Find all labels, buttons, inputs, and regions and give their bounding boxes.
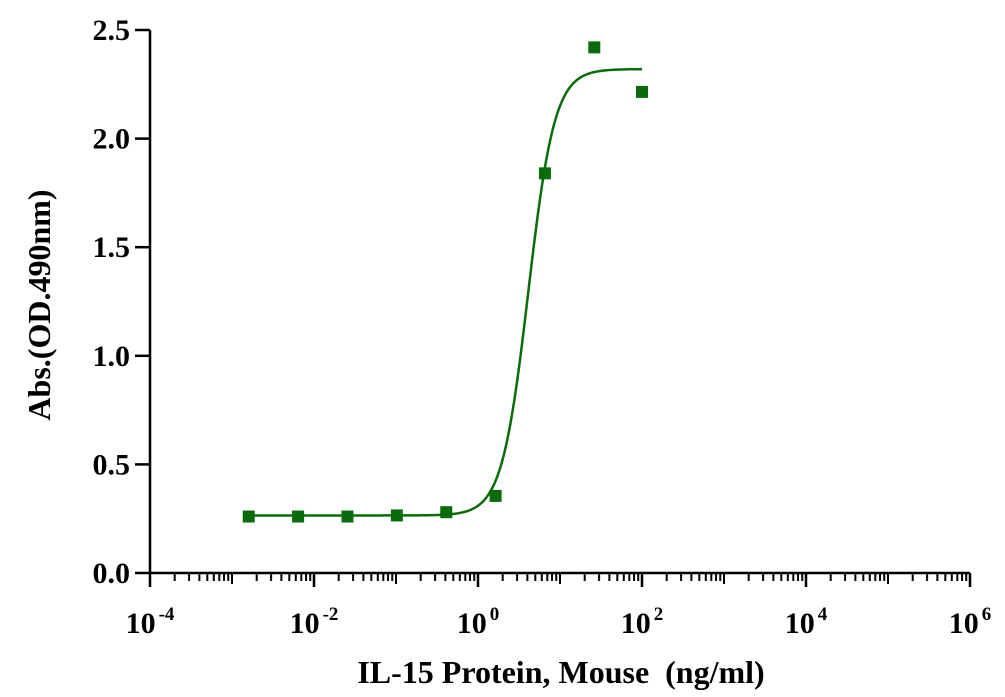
x-axis: 10 -4 10 -2 10 0 10 2 10 4 10 6	[126, 571, 992, 640]
data-point	[292, 510, 305, 523]
x-tick-base: 10	[785, 607, 815, 640]
x-tick-exponent: -2	[323, 604, 339, 625]
data-point	[588, 41, 601, 54]
y-axis: 0.0 0.5 1.0 1.5 2.0 2.5	[93, 14, 152, 590]
x-tick-base: 10	[621, 607, 651, 640]
x-tick-exponent: 0	[490, 604, 500, 625]
x-tick-exponent: -4	[159, 604, 175, 625]
x-tick-base: 10	[126, 607, 156, 640]
y-tick-label: 0.5	[93, 448, 131, 481]
data-point	[440, 506, 453, 519]
x-tick-label: 10 6	[949, 604, 992, 640]
plot-area	[242, 41, 648, 523]
x-axis-title: IL-15 Protein, Mouse (ng/ml)	[357, 654, 764, 690]
x-tick-exponent: 6	[982, 604, 992, 625]
y-tick-label: 1.0	[93, 340, 131, 373]
data-point	[636, 85, 648, 98]
x-tick-label: 10 0	[457, 604, 500, 640]
x-tick-label: 10 4	[785, 604, 828, 640]
data-point	[489, 489, 502, 502]
x-tick-base: 10	[457, 607, 487, 640]
data-point	[242, 510, 255, 523]
data-point	[341, 510, 354, 523]
x-tick-label: 10 2	[621, 604, 664, 640]
x-tick-base: 10	[290, 607, 320, 640]
y-axis-title: Abs.(OD.490nm)	[21, 189, 57, 420]
x-tick-exponent: 2	[654, 604, 664, 625]
fit-curve	[248, 67, 643, 517]
data-point	[538, 167, 551, 180]
x-tick-label: 10 -4	[126, 604, 175, 640]
x-tick-exponent: 4	[818, 604, 828, 625]
y-tick-label: 2.0	[93, 123, 131, 156]
y-tick-label: 1.5	[93, 231, 131, 264]
y-tick-label: 0.0	[93, 557, 131, 590]
x-tick-base: 10	[949, 607, 979, 640]
y-tick-label: 2.5	[93, 14, 131, 47]
x-tick-label: 10 -2	[290, 604, 339, 640]
data-point	[390, 509, 403, 522]
